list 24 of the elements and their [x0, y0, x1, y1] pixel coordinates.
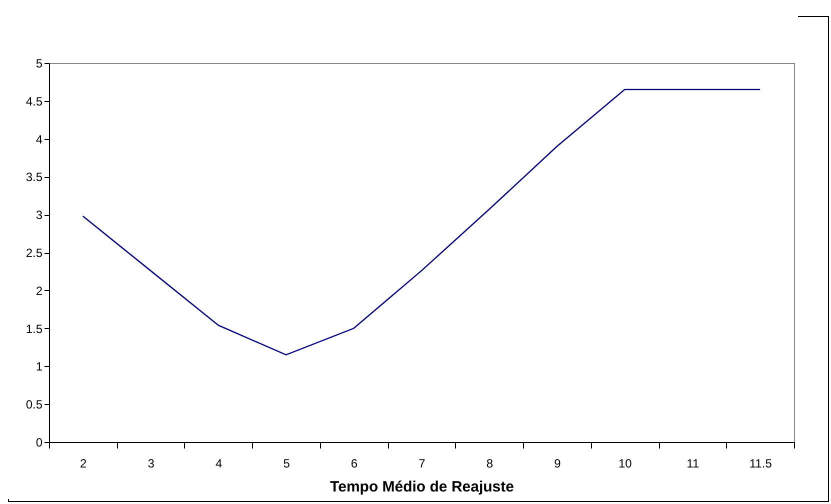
x-tick-label: 11: [686, 456, 700, 470]
x-tick-label: 10: [618, 456, 632, 470]
line-series: [82, 88, 761, 356]
x-tick-label: 8: [486, 456, 494, 470]
y-tick-label: 4.5: [26, 94, 43, 108]
y-tick-label: 3.5: [26, 170, 43, 184]
x-tick-label: 4: [215, 456, 222, 470]
y-tick-label: 4: [36, 132, 43, 146]
x-tick-label: 2: [80, 456, 88, 470]
x-tick-label: 3: [148, 456, 155, 470]
y-tick-label: 2: [36, 284, 43, 298]
x-tick-label: 11.5: [749, 456, 772, 470]
x-tick-label: 9: [554, 456, 562, 470]
y-tick-label: 0.5: [26, 398, 43, 412]
y-tick-label: 5: [36, 56, 43, 70]
y-tick-label: 1: [36, 360, 43, 374]
x-tick-label: 6: [350, 456, 358, 470]
y-tick-label: 3: [36, 208, 43, 222]
x-tick-label: 7: [418, 456, 426, 470]
x-axis-title: Tempo Médio de Reajuste: [330, 478, 514, 496]
y-tick-label: 0: [36, 436, 43, 450]
y-tick-label: 2.5: [26, 246, 43, 260]
y-tick-label: 1.5: [26, 322, 43, 336]
x-tick-label: 5: [283, 456, 290, 470]
